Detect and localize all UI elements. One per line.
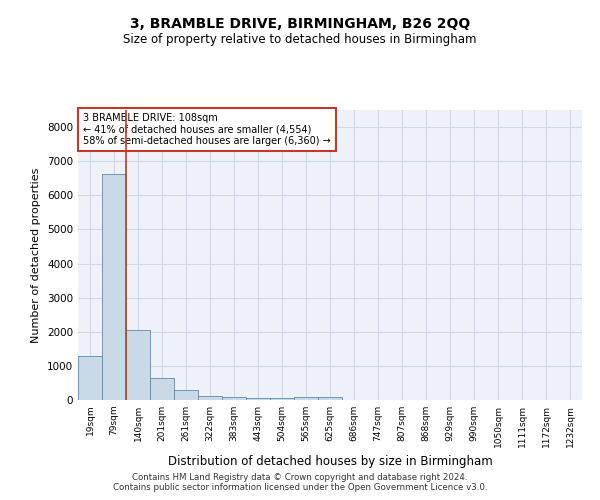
Bar	[270, 398, 294, 400]
Bar	[174, 390, 198, 400]
Bar	[78, 356, 102, 400]
Text: Size of property relative to detached houses in Birmingham: Size of property relative to detached ho…	[123, 32, 477, 46]
Bar	[318, 396, 342, 400]
Bar	[126, 330, 150, 400]
Text: 3 BRAMBLE DRIVE: 108sqm
← 41% of detached houses are smaller (4,554)
58% of semi: 3 BRAMBLE DRIVE: 108sqm ← 41% of detache…	[83, 113, 331, 146]
Bar	[222, 397, 246, 400]
X-axis label: Distribution of detached houses by size in Birmingham: Distribution of detached houses by size …	[167, 456, 493, 468]
Bar	[102, 174, 126, 400]
Text: Contains HM Land Registry data © Crown copyright and database right 2024.
Contai: Contains HM Land Registry data © Crown c…	[113, 473, 487, 492]
Bar	[294, 396, 318, 400]
Text: 3, BRAMBLE DRIVE, BIRMINGHAM, B26 2QQ: 3, BRAMBLE DRIVE, BIRMINGHAM, B26 2QQ	[130, 18, 470, 32]
Bar	[198, 396, 222, 400]
Bar	[150, 378, 174, 400]
Bar	[246, 398, 270, 400]
Y-axis label: Number of detached properties: Number of detached properties	[31, 168, 41, 342]
